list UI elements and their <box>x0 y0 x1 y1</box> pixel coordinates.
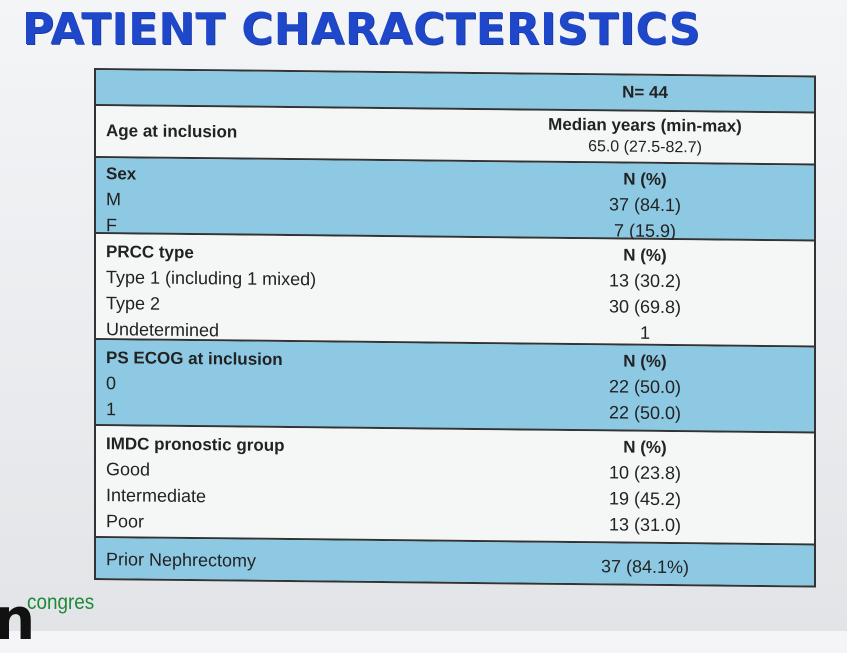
imdc-item-value: 10 (23.8) <box>608 462 682 484</box>
ecog-item-label: 1 <box>106 399 117 420</box>
prcc-stat-header: N (%) <box>623 245 667 265</box>
ecog-item-value: 22 (50.0) <box>608 402 682 424</box>
imdc-item-label: Good <box>106 459 151 480</box>
prcc-row: PRCC type Type 1 (including 1 mixed) Typ… <box>96 234 814 348</box>
prcc-item-label: Type 1 (including 1 mixed) <box>106 267 317 290</box>
age-label: Age at inclusion <box>106 121 238 142</box>
nephrectomy-label: Prior Nephrectomy <box>106 549 257 571</box>
nephrectomy-value: 37 (84.1%) <box>600 556 690 578</box>
age-stat-header: Median years (min-max) <box>548 114 742 136</box>
ecog-row: PS ECOG at inclusion 0 1 N (%) 22 (50.0)… <box>96 340 814 434</box>
imdc-stat-header: N (%) <box>623 437 667 457</box>
prcc-item-value: 30 (69.8) <box>608 296 682 318</box>
congress-logo: n congres <box>0 589 120 649</box>
prcc-item-label: Type 2 <box>106 293 161 314</box>
sex-item-label: M <box>106 189 121 210</box>
imdc-item-value: 19 (45.2) <box>608 488 682 510</box>
sex-item-value: 37 (84.1) <box>608 194 682 216</box>
ecog-item-label: 0 <box>106 373 117 394</box>
ecog-stat-header: N (%) <box>623 351 667 371</box>
sex-stat-header: N (%) <box>623 169 667 189</box>
sex-row: Sex M F N (%) 37 (84.1) 7 (15.9) <box>96 158 814 242</box>
imdc-item-label: Intermediate <box>106 485 207 507</box>
page-title: PATIENT CHARACTERISTICS <box>22 4 701 55</box>
logo-text: congres <box>27 591 95 614</box>
imdc-row: IMDC pronostic group Good Intermediate P… <box>96 426 814 546</box>
imdc-item-value: 13 (31.0) <box>608 514 682 536</box>
imdc-item-label: Poor <box>106 511 145 532</box>
nephrectomy-row: Prior Nephrectomy 37 (84.1%) <box>96 538 814 586</box>
patient-characteristics-table: N= 44 Age at inclusion Median years (min… <box>94 68 816 588</box>
age-value: 65.0 (27.5-82.7) <box>588 138 702 157</box>
n-total-label: N= 44 <box>622 82 668 103</box>
prcc-item-value: 1 <box>639 322 650 343</box>
ecog-item-value: 22 (50.0) <box>608 376 682 398</box>
prcc-item-value: 13 (30.2) <box>608 270 682 292</box>
age-row: Age at inclusion Median years (min-max) … <box>96 106 814 166</box>
